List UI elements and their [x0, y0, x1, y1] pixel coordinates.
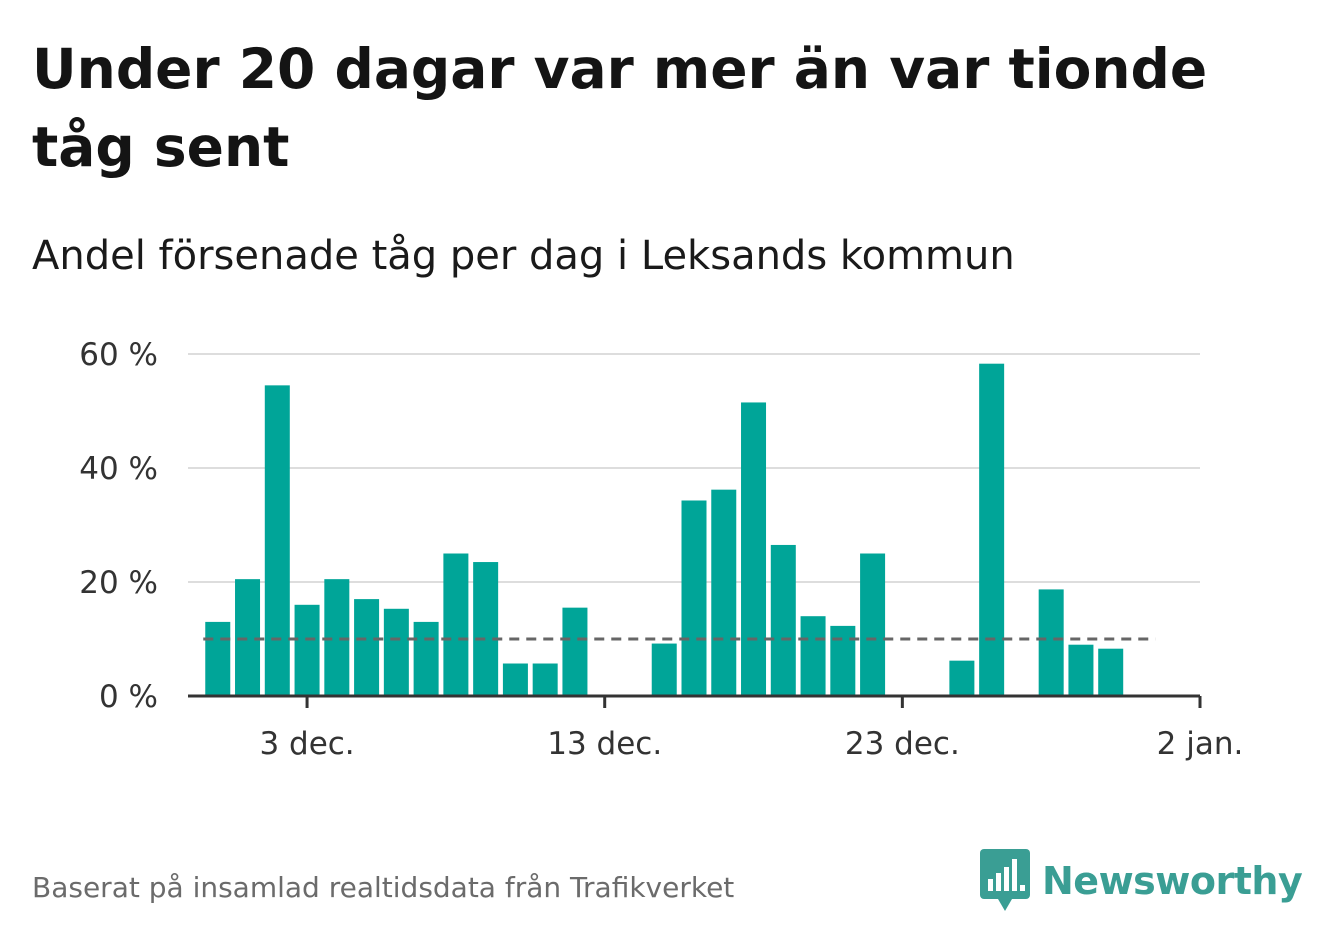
y-tick-label: 0 %: [99, 679, 158, 715]
bar: [413, 621, 439, 696]
chart-title: Under 20 dagar var mer än var tionde tåg…: [32, 37, 1208, 179]
bar: [1068, 644, 1094, 696]
newsworthy-logo: Newsworthy: [980, 846, 1303, 916]
y-tick-label: 20 %: [79, 565, 158, 601]
y-tick-label: 60 %: [79, 337, 158, 373]
bar: [502, 663, 528, 696]
bar: [264, 385, 290, 696]
bar: [860, 553, 886, 696]
bar: [532, 663, 558, 696]
chart-subtitle: Andel försenade tåg per dag i Leksands k…: [32, 233, 1015, 279]
bar: [383, 608, 409, 696]
bar: [354, 599, 380, 696]
bar: [800, 616, 826, 696]
bar: [473, 562, 499, 696]
bar: [741, 402, 767, 696]
bar-chart: 0 % 20 % 40 % 60 % 3 dec. 13 dec. 23 dec. 2 jan…: [79, 337, 1243, 762]
source-note: Baserat på insamlad realtidsdata från Tr…: [32, 871, 735, 904]
newsworthy-logo-icon: [980, 849, 1030, 911]
bar: [830, 625, 856, 696]
y-tick-label: 40 %: [79, 451, 158, 487]
bar: [681, 500, 707, 696]
x-tick-label: 3 dec.: [259, 726, 354, 762]
bars: [205, 363, 1124, 696]
bar: [1038, 589, 1064, 696]
bar: [443, 553, 469, 696]
bar: [949, 660, 975, 696]
bar: [205, 621, 231, 696]
bar: [979, 363, 1005, 696]
bar: [770, 544, 796, 696]
bar: [562, 607, 588, 696]
x-tick-label: 2 jan.: [1157, 726, 1244, 762]
axes: 0 % 20 % 40 % 60 % 3 dec. 13 dec. 23 dec. 2 jan…: [79, 337, 1243, 762]
x-tick-label: 23 dec.: [845, 726, 960, 762]
bar: [711, 489, 737, 696]
x-tick-label: 13 dec.: [547, 726, 662, 762]
bar: [294, 604, 320, 696]
bar: [651, 643, 677, 696]
brand-name: Newsworthy: [1042, 859, 1303, 903]
bar: [1098, 648, 1124, 696]
